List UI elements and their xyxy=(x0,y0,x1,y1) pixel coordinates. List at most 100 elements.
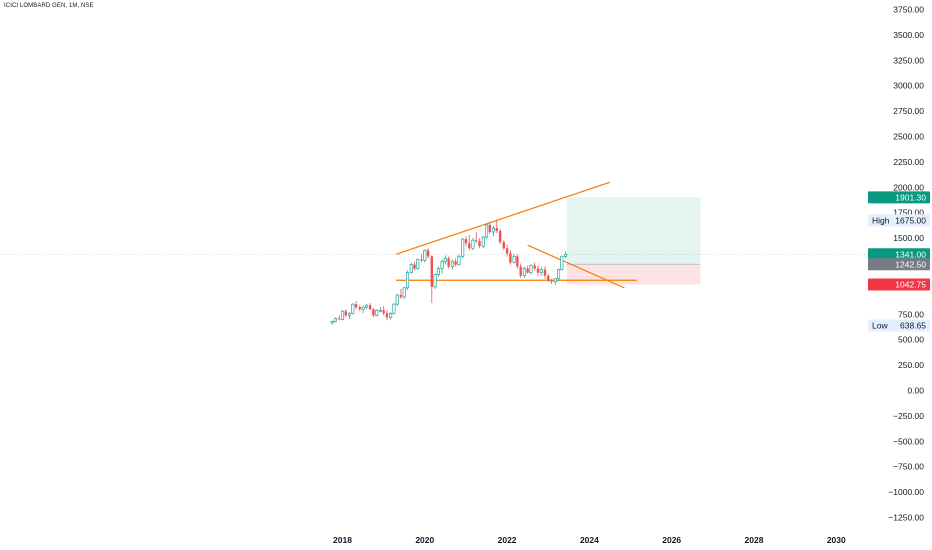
candle-body xyxy=(502,242,506,249)
entry-badge: 1242.50 xyxy=(868,258,930,271)
candle-body xyxy=(553,278,557,283)
candle xyxy=(522,266,526,278)
candle xyxy=(409,262,413,274)
candle-body xyxy=(478,241,481,247)
candle xyxy=(475,232,478,244)
candle xyxy=(563,251,568,259)
stop-zone xyxy=(566,264,701,285)
candle-body xyxy=(382,310,385,314)
candle-body xyxy=(416,259,420,269)
candle xyxy=(519,263,522,278)
target-zone xyxy=(566,197,701,265)
candle xyxy=(481,236,485,249)
x-tick-label: 2030 xyxy=(827,535,846,545)
candle-body xyxy=(526,268,529,273)
entry-badge-text: 1242.50 xyxy=(895,259,926,269)
candle xyxy=(402,286,406,300)
candle xyxy=(405,270,410,290)
x-tick-label: 2022 xyxy=(498,535,517,545)
candle xyxy=(372,308,375,318)
candle xyxy=(550,278,553,284)
candle-body xyxy=(368,305,372,310)
candle-body xyxy=(447,258,450,267)
candle xyxy=(488,221,492,235)
candle-body xyxy=(385,313,389,318)
candle xyxy=(536,265,540,276)
chart-title: ICICI LOMBARD GEN, 1M, NSE xyxy=(4,3,94,9)
candle-body xyxy=(330,321,334,324)
y-tick-label: −500.00 xyxy=(893,436,924,446)
candle-body xyxy=(423,249,427,261)
candle-body xyxy=(420,259,423,261)
candle-body xyxy=(443,258,447,262)
candle-body xyxy=(358,307,361,310)
candle-body xyxy=(468,243,471,249)
candle-body xyxy=(536,268,540,273)
candle-body xyxy=(509,253,512,263)
candle-body xyxy=(413,264,416,269)
candle xyxy=(416,258,420,270)
candle xyxy=(330,320,334,325)
candle xyxy=(433,273,437,289)
candle xyxy=(351,303,355,315)
y-tick-label: 2000.00 xyxy=(893,182,924,192)
candle xyxy=(368,303,372,311)
candle xyxy=(505,244,509,257)
candle xyxy=(358,305,361,312)
candle-body xyxy=(433,274,437,288)
candle xyxy=(547,273,550,282)
candle-body xyxy=(475,240,478,242)
candle xyxy=(529,264,533,275)
candle-body xyxy=(481,236,485,247)
candle xyxy=(447,256,450,269)
candle xyxy=(436,266,440,277)
candle-body xyxy=(405,272,410,289)
y-tick-label: 1500.00 xyxy=(893,233,924,243)
x-tick-label: 2024 xyxy=(580,535,599,545)
candle xyxy=(450,259,454,270)
candle xyxy=(426,248,430,259)
candle xyxy=(378,307,382,313)
candle-body xyxy=(516,256,519,267)
stop-badge-text: 1042.75 xyxy=(895,280,926,290)
candle-body xyxy=(436,268,440,276)
candle-body xyxy=(338,318,341,320)
candle-body xyxy=(340,310,345,320)
candle xyxy=(468,235,471,251)
candle xyxy=(344,309,347,318)
candle xyxy=(361,306,365,314)
candle xyxy=(389,312,393,320)
candle-body xyxy=(399,294,403,298)
candle xyxy=(533,262,536,271)
y-tick-label: 250.00 xyxy=(898,360,924,370)
candle-body xyxy=(529,265,533,273)
candle xyxy=(484,223,489,240)
candle-body xyxy=(484,224,489,238)
candle xyxy=(413,261,416,271)
candles xyxy=(330,220,568,325)
candle xyxy=(420,254,423,263)
candle xyxy=(461,238,465,259)
entry-badge-bg xyxy=(868,258,930,271)
candle-body xyxy=(563,253,568,257)
candle-body xyxy=(375,309,379,316)
high-marker: High 1675.00 xyxy=(868,214,930,227)
stop-badge-bg xyxy=(868,278,930,291)
candle xyxy=(399,288,403,300)
candle xyxy=(516,254,519,269)
candle-body xyxy=(471,239,475,249)
trendline-1 xyxy=(395,181,611,255)
last-price-badge: 1341.00 xyxy=(868,248,930,261)
candle-body xyxy=(364,304,368,308)
candle xyxy=(539,267,543,276)
candle-body xyxy=(533,265,536,269)
x-tick-label: 2020 xyxy=(415,535,434,545)
y-tick-label: 750.00 xyxy=(898,309,924,319)
candle xyxy=(495,220,499,234)
candle xyxy=(509,250,512,265)
candle xyxy=(382,306,385,316)
candle xyxy=(347,312,352,320)
candle xyxy=(392,303,396,315)
candle-body xyxy=(402,287,406,298)
